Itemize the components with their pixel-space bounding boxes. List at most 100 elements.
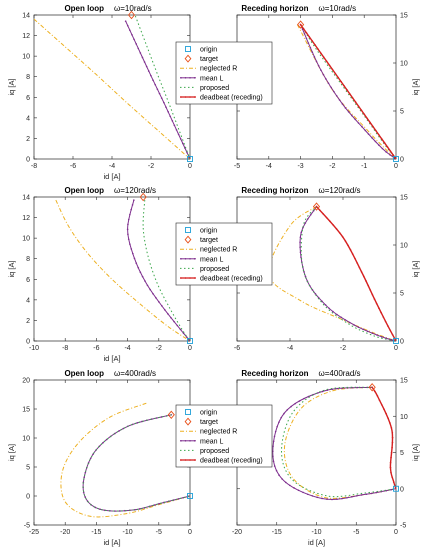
chart-omega-label: ω=120rad/s bbox=[319, 186, 361, 195]
series-dot-meanL bbox=[146, 284, 149, 287]
x-tick-label: -5 bbox=[156, 529, 162, 536]
series-dot-meanL bbox=[374, 140, 377, 143]
series-dot-deadbeat bbox=[337, 76, 340, 79]
origin-marker bbox=[393, 485, 399, 492]
x-tick-label: -5 bbox=[234, 163, 240, 170]
chart-title: Receding horizon bbox=[241, 369, 308, 378]
legend-dot bbox=[189, 459, 191, 461]
series-dot-meanL bbox=[390, 488, 392, 491]
x-tick-label: -10 bbox=[29, 345, 39, 352]
series-dot-deadbeat bbox=[305, 31, 308, 34]
series-dot-meanL bbox=[283, 412, 285, 415]
series-dot-meanL bbox=[354, 118, 356, 121]
series-dot-meanL bbox=[161, 305, 163, 307]
series-dot-meanL bbox=[294, 402, 296, 405]
series-dot-deadbeat bbox=[341, 236, 344, 238]
series-dot-meanL bbox=[99, 508, 101, 511]
series-dot-meanL bbox=[119, 510, 121, 512]
series-dot-meanL bbox=[331, 498, 333, 501]
series-dot-deadbeat bbox=[302, 27, 305, 30]
series-dot-meanL bbox=[155, 297, 157, 299]
legend-dot bbox=[193, 96, 196, 98]
series-dot-deadbeat bbox=[380, 311, 382, 314]
series-dot-deadbeat bbox=[369, 289, 372, 291]
y-tick-label: 5 bbox=[400, 291, 404, 298]
series-dot-deadbeat bbox=[378, 399, 381, 402]
legend-dot bbox=[189, 258, 191, 260]
series-dot-deadbeat bbox=[386, 146, 389, 148]
series-dot-meanL bbox=[164, 309, 166, 311]
series-dot-meanL bbox=[135, 262, 138, 264]
series-dot-meanL bbox=[284, 481, 287, 484]
series-dot-meanL bbox=[321, 390, 324, 393]
chart-panel-3: -10 -8 -6 -4 -2 0 0 2 4 6 8 10 12 14 id [A] iq [A] Open … bbox=[7, 186, 193, 363]
series-dot-meanL bbox=[370, 492, 373, 495]
series-dot-meanL bbox=[314, 293, 317, 295]
chart-panel-5: -25 -20 -15 -10 -5 0 -5 0 5 10 15 20 id [A] iq [A] Ope… bbox=[7, 369, 193, 547]
legend-label-deadbeat: deadbeat (receding) bbox=[200, 95, 263, 102]
x-tick-label: -6 bbox=[70, 163, 76, 170]
series-dot-deadbeat bbox=[387, 417, 389, 420]
legend-dot bbox=[193, 459, 196, 461]
series-dot-meanL bbox=[381, 147, 384, 150]
series-dot-meanL bbox=[311, 495, 314, 497]
series-dot-deadbeat bbox=[376, 394, 379, 397]
series-dot-meanL bbox=[149, 288, 151, 291]
series-dot-meanL bbox=[325, 78, 327, 80]
series-dot-meanL bbox=[364, 129, 367, 132]
legend-box bbox=[175, 222, 273, 286]
series-dot-deadbeat bbox=[317, 48, 319, 50]
plot-area bbox=[271, 386, 396, 501]
series-dot-deadbeat bbox=[346, 89, 348, 91]
series-dot-deadbeat bbox=[325, 60, 328, 63]
series-dot-deadbeat bbox=[390, 456, 392, 459]
series-dot-meanL bbox=[114, 510, 116, 512]
series-dot-meanL bbox=[290, 405, 292, 408]
series-dot-meanL bbox=[189, 340, 190, 341]
series-dot-deadbeat bbox=[389, 150, 392, 152]
series-dot-meanL bbox=[83, 476, 85, 479]
legend-dot bbox=[180, 258, 182, 260]
series-dot-meanL bbox=[378, 144, 380, 146]
y-tick-label: 5 bbox=[26, 465, 30, 472]
series-dot-deadbeat bbox=[354, 257, 356, 260]
series-dot-meanL bbox=[274, 430, 277, 433]
series-dot-deadbeat bbox=[358, 266, 361, 269]
series-dot-meanL bbox=[309, 46, 312, 49]
series-dot-meanL bbox=[126, 24, 129, 27]
series-dot-meanL bbox=[304, 222, 307, 224]
series-dot-meanL bbox=[152, 79, 154, 81]
series-dot-deadbeat bbox=[373, 298, 376, 300]
series-dot-deadbeat bbox=[314, 44, 316, 46]
y-tick-label: 10 bbox=[22, 236, 30, 243]
series-dot-meanL bbox=[275, 469, 278, 472]
series-dot-deadbeat bbox=[385, 412, 387, 415]
series-dot-meanL bbox=[313, 55, 316, 58]
y-tick-label: 0 bbox=[400, 486, 404, 493]
series-dot-meanL bbox=[324, 304, 327, 306]
chart-omega-label: ω=400rad/s bbox=[319, 369, 361, 378]
chart-title: Open loop bbox=[64, 4, 104, 13]
series-dot-meanL bbox=[130, 208, 132, 211]
chart-panel-2: -5 -4 -3 -2 -1 00 5 10 15 iq [A] Receding horizon ω… bbox=[234, 4, 420, 170]
series-line-neglected bbox=[283, 386, 396, 499]
series-dot-meanL bbox=[167, 110, 169, 113]
y-tick-label: 0 bbox=[400, 339, 404, 346]
y-tick-label: 2 bbox=[26, 136, 30, 143]
legend-dot bbox=[189, 277, 191, 279]
y-tick-label: 14 bbox=[22, 13, 30, 20]
target-marker bbox=[139, 192, 147, 202]
series-dot-meanL bbox=[176, 324, 179, 327]
legend-dot bbox=[193, 277, 196, 279]
chart-omega-label: ω=120rad/s bbox=[114, 186, 156, 195]
series-dot-deadbeat bbox=[351, 97, 354, 99]
series-dot-meanL bbox=[299, 241, 301, 243]
series-dot-meanL bbox=[126, 228, 129, 231]
series-dot-deadbeat bbox=[299, 23, 302, 26]
series-dot-meanL bbox=[132, 252, 134, 255]
series-dot-meanL bbox=[170, 316, 172, 319]
series-dot-meanL bbox=[131, 33, 133, 36]
x-tick-label: -2 bbox=[148, 163, 154, 170]
